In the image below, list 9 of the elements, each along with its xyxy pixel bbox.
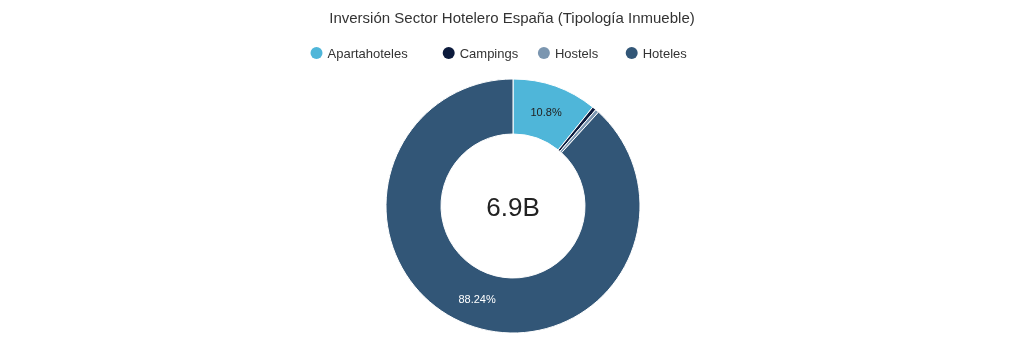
legend-label: Hoteles [642,45,688,61]
legend-label: Apartahoteles [327,45,409,61]
legend-label: Campings [459,45,519,61]
chart-title: Inversión Sector Hotelero España (Tipología Inmueble) [329,9,695,26]
donut-slice [385,78,641,334]
data-label: 10.8% [530,106,562,119]
data-label: 88.24% [458,292,496,305]
text: 6.9B [486,192,540,222]
legend-label: Hostels [554,45,599,61]
